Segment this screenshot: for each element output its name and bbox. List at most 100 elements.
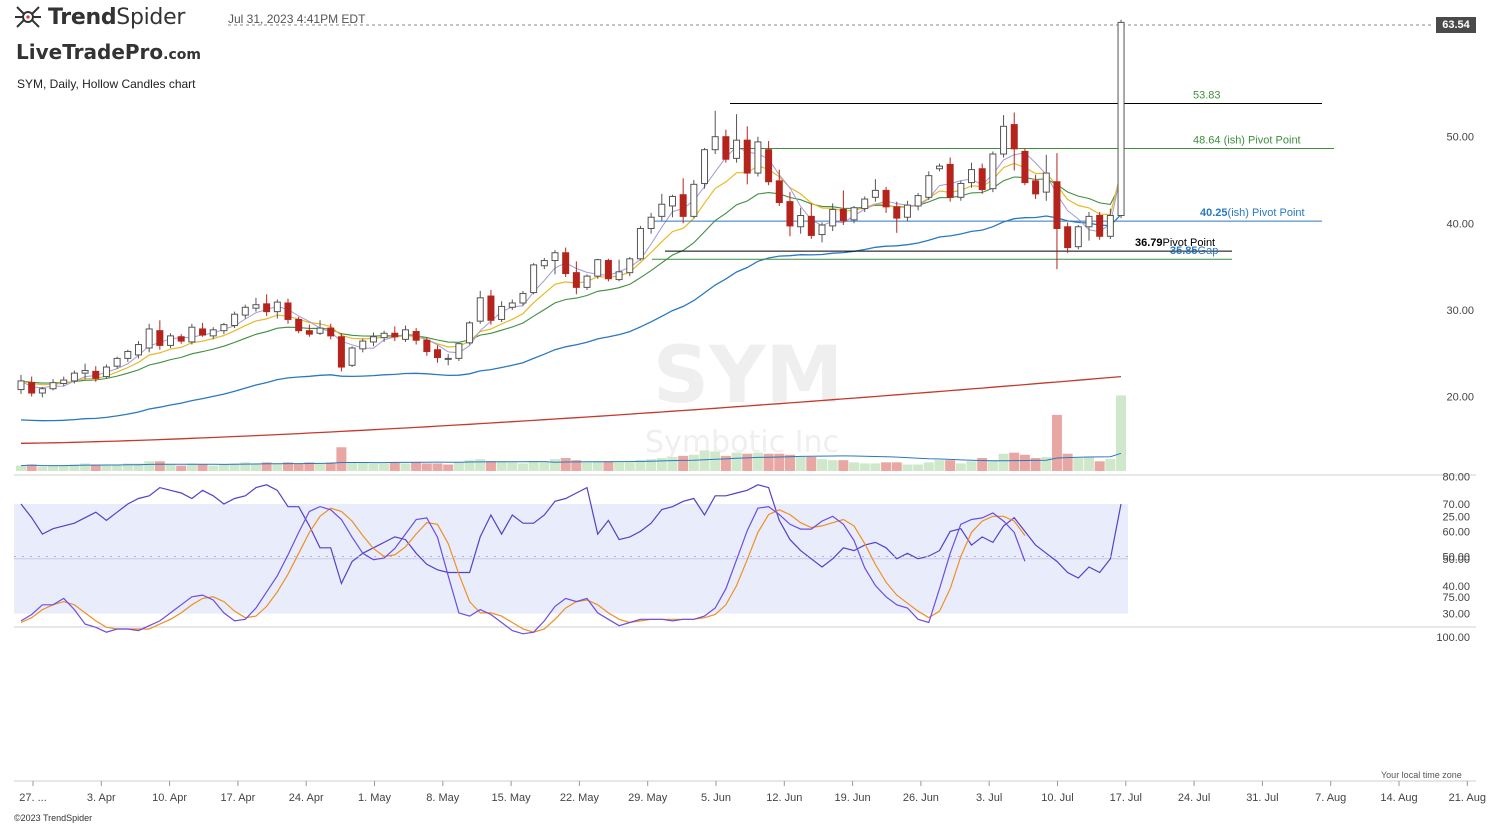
candle-body [327, 327, 335, 337]
candle-body [1096, 215, 1104, 237]
volume-bar [304, 462, 315, 471]
candle-body [17, 380, 25, 391]
logo-text: TrendSpider [48, 5, 185, 30]
spider-icon [15, 6, 41, 28]
volume-bar [90, 464, 101, 471]
candle-body [540, 260, 548, 267]
volume-bar [80, 463, 91, 471]
candle-body [369, 336, 377, 343]
candle-body [946, 163, 954, 198]
volume-bar [389, 462, 400, 471]
candle-body [1064, 226, 1072, 249]
x-axis-tick-label: 1. May [358, 792, 392, 804]
stoch-axis-tick: 25.00 [1442, 511, 1470, 523]
stoch-k-line [20, 505, 1026, 635]
volume-bar [603, 461, 614, 471]
x-axis-tick-label: 22. May [560, 792, 600, 804]
candle-body [658, 203, 666, 217]
x-axis-tick-label: 3. Jul [976, 792, 1002, 804]
volume-bar [197, 464, 208, 471]
ma-5-line [20, 145, 1122, 389]
volume-bar [368, 463, 379, 471]
volume-bar [58, 465, 69, 471]
volume-bar [154, 461, 165, 471]
x-axis-tick-label: 14. Aug [1380, 792, 1417, 804]
candle-body [519, 292, 527, 304]
candle-body [113, 357, 121, 367]
candle-body [572, 272, 580, 288]
x-axis-tick-label: 19. Jun [835, 792, 871, 804]
volume-bar [1019, 454, 1030, 471]
volume-bar [560, 458, 571, 471]
volume-bar [838, 460, 849, 471]
candle-body [978, 168, 986, 191]
volume-bar [347, 462, 358, 471]
watermark-company: Symbotic Inc [645, 425, 839, 460]
candle-body [380, 332, 388, 339]
candle-body [733, 139, 741, 159]
rsi-axis-tick: 60.00 [1442, 526, 1470, 538]
candle-body [209, 329, 217, 337]
level-value: 36.79 [1135, 237, 1163, 249]
chart-subtitle: SYM, Daily, Hollow Candles chart [17, 77, 196, 91]
candle-body [1106, 215, 1114, 237]
volume-bar [37, 466, 48, 471]
candle-body [263, 303, 271, 313]
volume-bar [849, 462, 860, 471]
volume-bar [507, 462, 518, 471]
volume-bar [1094, 461, 1105, 471]
volume-bar [998, 453, 1009, 471]
volume-bar [315, 463, 326, 471]
rsi-axis-tick: 50.00 [1442, 554, 1470, 566]
x-axis-tick-label: 10. Apr [152, 792, 187, 804]
volume-bar [720, 455, 731, 471]
candle-body [583, 275, 591, 288]
candle-body [1117, 21, 1125, 217]
candle-body [914, 195, 922, 207]
level-text: Pivot Point [1163, 237, 1216, 249]
volume-bar [742, 453, 753, 471]
x-axis-tick-label: 29. May [628, 792, 668, 804]
level-text: (ish) Pivot Point [1228, 207, 1305, 219]
volume-bar [699, 450, 710, 471]
volume-bar [208, 465, 219, 471]
volume-bar [1030, 458, 1041, 471]
volume-bar [485, 461, 496, 471]
volume-bar [517, 463, 528, 471]
candle-body [968, 169, 976, 184]
candle-body [957, 182, 965, 198]
volume-bar [539, 462, 550, 471]
candle-body [273, 301, 281, 313]
candle-body [92, 370, 100, 379]
volume-bar [1116, 395, 1127, 471]
candle-body [423, 339, 431, 352]
x-axis-tick-label: 27. ... [19, 792, 47, 804]
candle-body [444, 357, 452, 360]
level-value: 35.85 [1170, 245, 1198, 257]
volume-bar [165, 464, 176, 471]
rsi-axis-tick: 30.00 [1442, 609, 1470, 621]
level-label: 48.64 (ish) Pivot Point [1193, 134, 1301, 146]
rsi-axis-tick: 80.00 [1442, 472, 1470, 484]
candle-body [786, 201, 794, 227]
volume-bar [731, 452, 742, 471]
volume-bar [464, 460, 475, 471]
candle-body [1032, 180, 1040, 195]
candle-body [177, 336, 185, 342]
volume-bar [400, 463, 411, 471]
stoch-axis-tick: 50.00 [1442, 552, 1470, 564]
volume-bar [1041, 456, 1052, 471]
candle-body [1021, 150, 1029, 184]
candle-body [818, 224, 826, 236]
candle-body [231, 313, 239, 326]
volume-bar [16, 465, 26, 471]
volume-bar [934, 460, 945, 471]
candle-body [850, 207, 858, 221]
candle-body [551, 252, 559, 262]
candle-body [530, 264, 538, 294]
chart-timestamp: Jul 31, 2023 4:41PM EDT [228, 12, 366, 26]
volume-bar [945, 460, 956, 471]
candle-body [252, 304, 260, 309]
candle-body [156, 330, 164, 346]
